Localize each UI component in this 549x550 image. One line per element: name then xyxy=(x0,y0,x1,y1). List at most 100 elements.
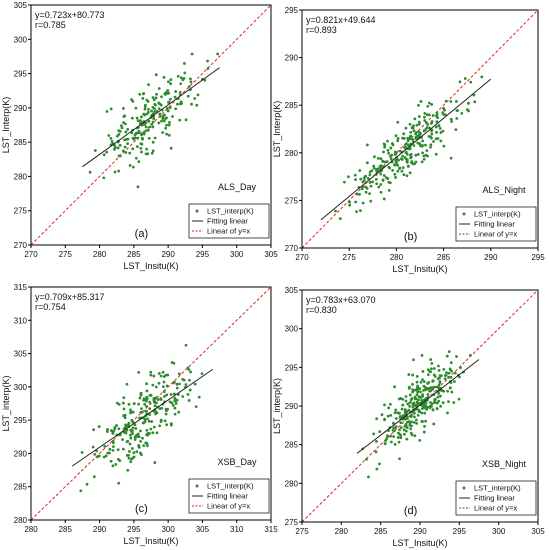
data-point xyxy=(448,367,452,371)
data-point xyxy=(403,410,407,414)
data-point xyxy=(129,428,133,432)
data-point xyxy=(399,421,403,424)
data-point xyxy=(422,405,425,409)
data-point xyxy=(375,167,379,171)
x-tick-label: 275 xyxy=(343,253,357,262)
data-point xyxy=(105,110,109,113)
data-point xyxy=(152,374,156,378)
data-point xyxy=(140,453,143,457)
data-point xyxy=(404,399,408,403)
data-point xyxy=(387,406,391,410)
data-point xyxy=(129,436,133,440)
data-point xyxy=(176,102,179,106)
data-point xyxy=(365,457,368,461)
data-point xyxy=(120,126,124,130)
data-point xyxy=(154,385,158,389)
data-point xyxy=(179,82,183,86)
data-point xyxy=(437,368,441,372)
data-point xyxy=(122,121,125,124)
data-point xyxy=(122,407,126,411)
data-point xyxy=(408,122,412,126)
data-point xyxy=(146,417,150,421)
data-point xyxy=(402,428,406,432)
data-point xyxy=(449,100,453,103)
data-point xyxy=(450,120,454,123)
data-point xyxy=(124,137,128,141)
data-point xyxy=(139,410,143,414)
data-point xyxy=(396,120,400,124)
data-point xyxy=(414,397,418,401)
data-point xyxy=(420,411,424,415)
data-point xyxy=(406,164,410,168)
data-point xyxy=(157,372,161,375)
panel-label: (b) xyxy=(404,231,417,243)
data-point xyxy=(172,392,176,396)
data-point xyxy=(106,427,109,431)
data-point xyxy=(382,150,385,154)
data-point xyxy=(395,163,399,167)
data-point xyxy=(438,374,442,378)
data-point xyxy=(355,192,359,196)
data-point xyxy=(150,420,154,423)
data-point xyxy=(453,371,457,375)
data-point xyxy=(415,418,418,422)
data-point xyxy=(155,431,159,435)
data-point xyxy=(127,402,131,406)
data-point xyxy=(343,180,346,184)
fit-line xyxy=(356,359,480,454)
data-point xyxy=(184,343,188,347)
y-tick-label: 300 xyxy=(285,325,299,334)
data-point xyxy=(358,169,362,172)
data-point xyxy=(428,113,431,117)
data-point xyxy=(393,411,397,415)
data-point xyxy=(162,119,166,123)
data-point xyxy=(143,107,147,111)
x-tick-label: 300 xyxy=(161,525,175,534)
data-point xyxy=(455,355,458,358)
data-point xyxy=(406,139,410,143)
data-point xyxy=(154,103,157,107)
data-point xyxy=(443,374,447,377)
data-point xyxy=(416,386,420,390)
data-point xyxy=(109,137,113,140)
data-point xyxy=(195,103,199,107)
panel-a: 270 275 280 285 290 295 300 305 270 275 280 285 290 2… xyxy=(1,1,278,271)
data-point xyxy=(147,136,151,140)
legend-label: LST_interp(K) xyxy=(207,207,254,216)
data-point xyxy=(136,119,140,123)
x-tick-label: 290 xyxy=(484,253,498,262)
data-point xyxy=(134,427,138,430)
data-point xyxy=(379,157,383,161)
data-point xyxy=(113,144,116,147)
data-point xyxy=(430,121,433,125)
data-point xyxy=(121,438,124,441)
data-point xyxy=(426,382,429,385)
data-point xyxy=(153,136,157,140)
data-point xyxy=(411,383,414,386)
correlation-label: r=0.785 xyxy=(35,20,66,30)
data-point xyxy=(148,431,151,435)
y-tick-label: 285 xyxy=(14,138,28,147)
y-tick-label: 275 xyxy=(285,196,299,205)
data-point xyxy=(216,52,220,56)
data-point xyxy=(375,440,378,443)
legend-label: LST_interp(K) xyxy=(207,482,254,491)
data-point xyxy=(347,175,350,179)
data-point xyxy=(382,174,386,177)
data-point xyxy=(376,156,380,160)
data-point xyxy=(140,150,143,154)
y-tick-label: 270 xyxy=(14,241,28,250)
data-point xyxy=(390,440,393,444)
y-tick-label: 305 xyxy=(14,1,28,10)
data-point xyxy=(173,380,176,384)
data-point xyxy=(112,429,116,433)
data-point xyxy=(169,78,173,82)
data-point xyxy=(102,153,106,157)
data-point xyxy=(437,391,441,395)
data-point xyxy=(118,129,122,133)
data-point xyxy=(97,425,101,429)
data-point xyxy=(174,90,178,93)
plot-frame xyxy=(30,286,272,521)
data-point xyxy=(139,119,142,123)
